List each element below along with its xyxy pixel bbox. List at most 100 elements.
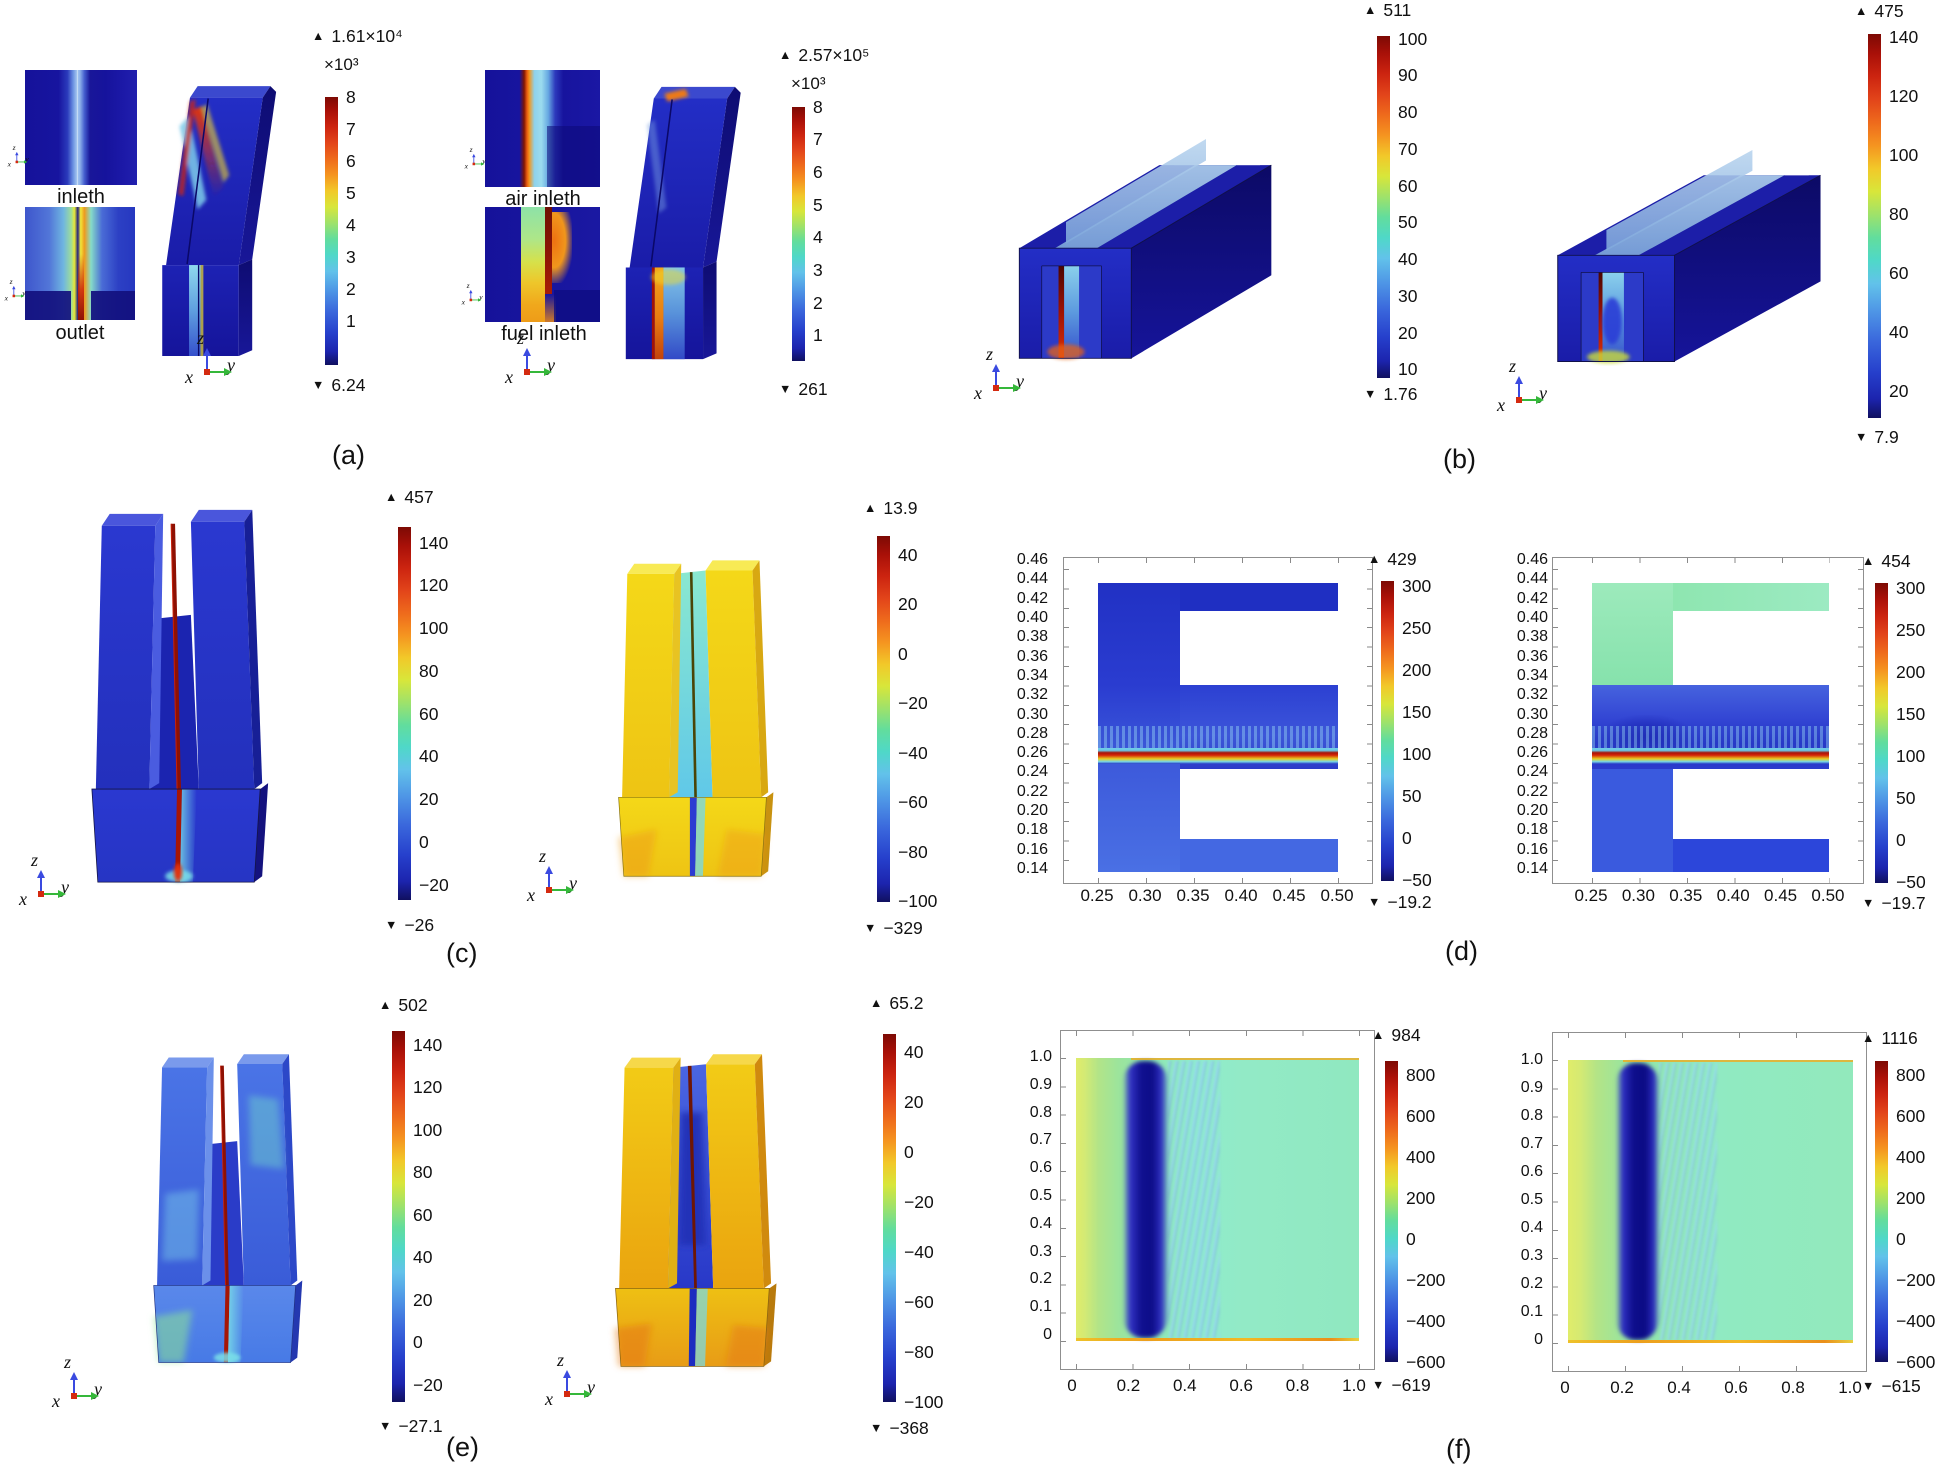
colorbar-max: ▲ 429 bbox=[1368, 549, 1490, 569]
x-tick-marks bbox=[1076, 1364, 1360, 1369]
x-axis-labels: 0 0.2 0.4 0.6 0.8 1.0 bbox=[1067, 1376, 1366, 1395]
z-axis-label: z bbox=[12, 143, 16, 152]
z-axis-label: z bbox=[64, 1352, 72, 1372]
colorbar-max-value: 1.61×10⁴ bbox=[331, 26, 403, 46]
colorbar-min: ▼ −27.1 bbox=[379, 1416, 501, 1436]
y-axis-label: y bbox=[547, 355, 555, 375]
z-axis-label: z bbox=[466, 281, 470, 290]
colorbar-d-right: ▲ 454 300 250 200 150 100 50 0 −50 ▼ −19.7 bbox=[1862, 551, 1943, 913]
view-label: air inleth bbox=[505, 188, 581, 210]
axis-origin-icon bbox=[469, 298, 473, 302]
colorbar-max: ▲ 457 bbox=[385, 487, 507, 507]
colorbar-gradient bbox=[1875, 1061, 1888, 1362]
colorbar-min: ▼ −19.2 bbox=[1368, 892, 1490, 912]
y-tick-marks bbox=[1064, 569, 1069, 873]
colorbar-max-value: 502 bbox=[398, 995, 428, 1015]
x-axis-labels: 0 0.2 0.4 0.6 0.8 1.0 bbox=[1560, 1378, 1862, 1397]
axis-triad: z y x bbox=[527, 846, 582, 910]
panel-label-d: (d) bbox=[1445, 936, 1478, 966]
z-axis-label: z bbox=[539, 846, 547, 866]
min-arrow-icon: ▼ bbox=[1372, 1378, 1385, 1392]
heatmap-top-hot-line bbox=[1131, 1058, 1359, 1060]
colorbar-min: ▼ −19.7 bbox=[1862, 893, 1943, 913]
colorbar-min: ▼ −329 bbox=[864, 918, 986, 938]
x-axis-label: x bbox=[461, 297, 465, 307]
model-3d-e-left bbox=[153, 1054, 303, 1363]
outlet-cross-section-image bbox=[25, 207, 135, 320]
colorbar-gradient bbox=[398, 527, 411, 900]
colorbar-max-value: 429 bbox=[1387, 549, 1417, 569]
x-tick-marks-top bbox=[1076, 1031, 1360, 1036]
colorbar-ticks: 300 250 200 150 100 50 0 −50 bbox=[1896, 577, 1926, 893]
colorbar-min-value: 7.9 bbox=[1874, 427, 1899, 447]
plot-f-right bbox=[1552, 1032, 1867, 1372]
y-axis-labels: 0.46 0.44 0.42 0.40 0.38 0.36 0.34 0.32 0.30 0.28… bbox=[1016, 551, 1048, 877]
colorbar-ticks: 800 600 400 200 0 −200 −400 −600 bbox=[1406, 1064, 1446, 1372]
colorbar-ticks: 140 120 100 80 60 40 20 0 −20 bbox=[419, 532, 449, 895]
y-axis-label: y bbox=[587, 1377, 595, 1397]
y-tick-marks-right bbox=[1858, 569, 1863, 873]
min-arrow-icon: ▼ bbox=[312, 378, 325, 392]
x-axis-label: x bbox=[974, 383, 982, 403]
y-axis-label: y bbox=[482, 156, 486, 166]
heatmap-fuzz-zone bbox=[1168, 1061, 1220, 1338]
model-3d-b-right bbox=[1557, 150, 1821, 364]
colorbar-c-left: ▲ 457 140 120 100 80 60 40 20 0 −20 ▼ −26 bbox=[385, 487, 507, 935]
colorbar-gradient bbox=[1875, 583, 1888, 883]
view-label: fuel inleth bbox=[501, 323, 587, 345]
colorbar-ticks: 140 120 100 80 60 40 20 0 −20 bbox=[413, 1034, 443, 1395]
z-axis-label: z bbox=[986, 344, 994, 364]
colorbar-max-value: 13.9 bbox=[883, 498, 918, 518]
z-axis-label: z bbox=[517, 328, 525, 348]
min-arrow-icon: ▼ bbox=[870, 1421, 883, 1435]
colorbar-gradient bbox=[792, 107, 805, 361]
y-axis-label: y bbox=[61, 877, 69, 897]
colorbar-min: ▼ 7.9 bbox=[1855, 427, 1943, 447]
outlet-dark-right bbox=[91, 290, 135, 320]
panel-label-b: (b) bbox=[1443, 444, 1476, 474]
colorbar-max: ▲ 475 bbox=[1855, 1, 1943, 21]
fuel-inlet-bottom bbox=[544, 294, 557, 322]
axis-triad: z y x bbox=[52, 1352, 107, 1416]
model-3d-b-left bbox=[1018, 139, 1272, 360]
y-tick-marks bbox=[1061, 1058, 1066, 1342]
e-arm-bottom bbox=[1180, 839, 1338, 872]
model-3d-c-right bbox=[618, 560, 774, 877]
colorbar-gradient bbox=[1381, 581, 1394, 881]
x-axis-label: x bbox=[464, 161, 468, 171]
min-arrow-icon: ▼ bbox=[1855, 430, 1868, 444]
air-inlet-dark-corner bbox=[547, 126, 600, 187]
colorbar-gradient bbox=[392, 1031, 405, 1402]
y-axis-labels: 1.0 0.9 0.8 0.7 0.6 0.5 0.4 0.3 0.2 0.1 0 bbox=[1520, 1051, 1543, 1348]
fuel-inlet-band bbox=[520, 207, 545, 322]
colorbar-min-value: 261 bbox=[798, 379, 828, 399]
colorbar-ticks: 140 120 100 80 60 40 20 bbox=[1889, 26, 1919, 402]
e-hot-stripe bbox=[1592, 748, 1829, 764]
colorbar-b-right: ▲ 475 140 120 100 80 60 40 20 ▼ 7.9 bbox=[1855, 1, 1943, 447]
view-label: outlet bbox=[55, 322, 105, 344]
x-tick-marks-top bbox=[1592, 558, 1830, 563]
panel-label-f: (f) bbox=[1446, 1434, 1472, 1464]
colorbar-ticks: 100 90 80 70 60 50 40 30 20 10 bbox=[1398, 28, 1428, 380]
x-axis-label: x bbox=[545, 1389, 553, 1409]
y-axis-label: y bbox=[1016, 371, 1024, 391]
min-arrow-icon: ▼ bbox=[1368, 895, 1381, 909]
heatmap-fuzz-zone bbox=[1659, 1063, 1717, 1340]
colorbar-min-value: −27.1 bbox=[398, 1416, 443, 1436]
max-arrow-icon: ▲ bbox=[379, 998, 392, 1012]
colorbar-min: ▼ −615 bbox=[1862, 1376, 1943, 1396]
y-axis-label: y bbox=[479, 292, 483, 302]
axis-triad: z y x bbox=[974, 344, 1029, 408]
axis-origin-icon bbox=[524, 369, 530, 375]
colorbar-min-value: −329 bbox=[883, 918, 923, 938]
colorbar-max: ▲ 511 bbox=[1364, 0, 1486, 20]
max-arrow-icon: ▲ bbox=[870, 996, 883, 1010]
colorbar-max: ▲ 502 bbox=[379, 995, 501, 1015]
x-tick-marks-top bbox=[1098, 558, 1339, 563]
axis-origin-icon bbox=[993, 385, 999, 391]
axis-origin-icon bbox=[546, 887, 552, 893]
axis-triad: z y x bbox=[1497, 356, 1552, 420]
